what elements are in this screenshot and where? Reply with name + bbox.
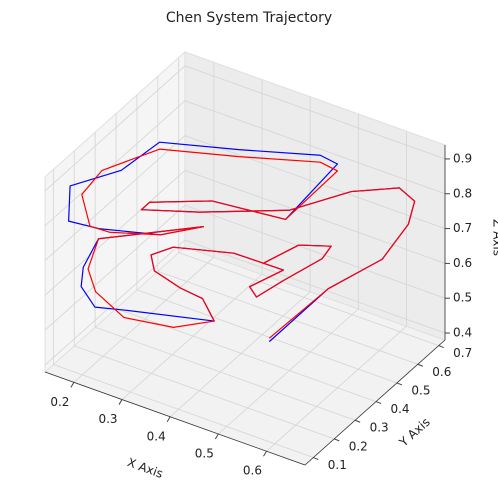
- x-tick-label: 0.3: [98, 412, 117, 426]
- grid-line: [53, 364, 314, 458]
- grid-line: [178, 252, 439, 346]
- tick-mark: [166, 416, 171, 423]
- z-tick-label: 0.5: [453, 291, 472, 305]
- y-tick-label: 0.2: [349, 439, 368, 453]
- grid-line: [184, 65, 446, 160]
- z-tick-label: 0.4: [453, 326, 472, 340]
- z-tick-label: 0.8: [453, 186, 472, 200]
- tick-mark: [417, 363, 424, 367]
- y-tick-label: 0.7: [453, 346, 472, 360]
- grid-line: [136, 289, 398, 384]
- y-tick-label: 0.3: [370, 421, 389, 435]
- x-tick-label: 0.6: [243, 464, 262, 478]
- grid-line: [73, 257, 215, 383]
- z-tick-label: 0.9: [453, 151, 472, 165]
- grid-line: [184, 135, 446, 229]
- x-tick-label: 0.4: [147, 429, 166, 443]
- tick-mark: [438, 345, 444, 349]
- tick-mark: [313, 457, 319, 461]
- tick-mark: [334, 438, 340, 442]
- grid-line: [169, 291, 311, 418]
- grid-line: [44, 204, 186, 331]
- grid-line: [44, 239, 186, 366]
- tick-mark: [214, 433, 219, 440]
- y-axis-label: Y Axis: [396, 415, 433, 450]
- chart-title: Chen System Trajectory: [166, 10, 332, 26]
- y-tick-label: 0.6: [432, 365, 451, 379]
- grid-line: [218, 308, 359, 435]
- tick-mark: [396, 382, 403, 386]
- tick-mark: [354, 419, 361, 423]
- grid-line: [184, 204, 446, 299]
- grid-line: [184, 100, 446, 195]
- z-axis-label: Z Axis: [491, 219, 498, 256]
- z-tick-label: 0.6: [453, 256, 472, 270]
- y-tick-label: 0.1: [328, 458, 347, 472]
- grid-line: [95, 326, 356, 421]
- axis-line: [304, 339, 446, 466]
- x-axis-label: X Axis: [125, 455, 164, 481]
- tick-mark: [118, 399, 123, 405]
- x-tick-label: 0.5: [195, 447, 214, 461]
- grid-line: [44, 100, 186, 227]
- y-tick-label: 0.5: [411, 383, 430, 397]
- grid-line: [184, 170, 446, 264]
- grid-line: [121, 274, 263, 400]
- tick-mark: [263, 450, 267, 457]
- tick-mark: [375, 401, 382, 405]
- grid-line: [157, 270, 418, 365]
- x-tick-label: 0.2: [50, 395, 69, 409]
- tick-mark: [70, 382, 75, 388]
- trajectory-line: [81, 148, 416, 339]
- grid-line: [184, 239, 446, 334]
- z-tick-label: 0.7: [453, 221, 472, 235]
- y-tick-label: 0.4: [390, 402, 409, 416]
- grid-line: [44, 135, 186, 261]
- grid-line: [266, 325, 407, 452]
- grid-line: [74, 345, 335, 440]
- axis-line: [44, 371, 306, 466]
- grid-line: [44, 65, 186, 192]
